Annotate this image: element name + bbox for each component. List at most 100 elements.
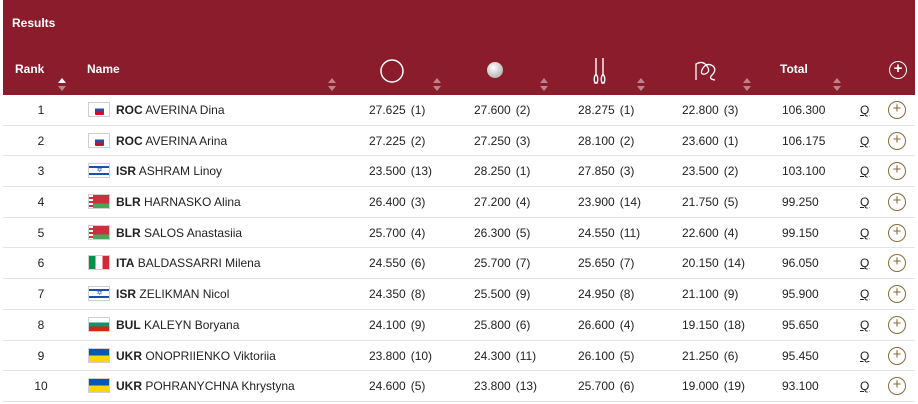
ribbon-icon[interactable] <box>693 58 719 84</box>
expand-row-icon[interactable]: + <box>888 193 906 212</box>
ball-points: 27.200 <box>474 195 511 210</box>
hoop-icon[interactable] <box>379 58 405 84</box>
ball-icon[interactable] <box>486 61 504 79</box>
rank-cell: 8 <box>37 317 45 332</box>
expand-row-icon[interactable]: + <box>888 377 906 396</box>
table-row[interactable]: 9 UKR ONOPRIIENKO Viktoriia 23.800 (10) 2… <box>3 341 915 372</box>
ribbon-rank: (4) <box>723 225 739 240</box>
clubs-icon[interactable] <box>591 56 609 86</box>
ball-points: 28.250 <box>474 164 511 179</box>
table-row[interactable]: 2 ROC AVERINA Arina 27.225 (2) 27.250 (3) … <box>3 126 915 157</box>
table-row[interactable]: 8 BUL KALEYN Boryana 24.100 (9) 25.800 (6)… <box>3 310 915 341</box>
results-header: Results Rank Name Total + <box>3 0 915 95</box>
sort-total-icon[interactable] <box>833 78 841 92</box>
athlete-full-name: ONOPRIIENKO Viktoriia <box>145 348 276 363</box>
table-row[interactable]: 5 BLR SALOS Anastasiia 25.700 (4) 26.300 (… <box>3 218 915 249</box>
expand-row-icon[interactable]: + <box>888 346 906 365</box>
noc-code: BLR <box>116 195 141 210</box>
ribbon-rank: (2) <box>723 164 739 179</box>
total-score: 95.650 <box>782 317 819 332</box>
ball-points: 27.600 <box>474 103 511 117</box>
athlete-full-name: SALOS Anastasiia <box>144 225 243 240</box>
athlete-name[interactable]: UKR POHRANYCHNA Khrystyna <box>116 379 295 393</box>
expand-row-icon[interactable]: + <box>888 223 906 242</box>
ball-points: 26.300 <box>474 225 511 240</box>
hoop-rank: (9) <box>410 317 426 332</box>
ribbon-points: 21.250 <box>682 348 719 363</box>
expand-row-icon[interactable]: + <box>888 131 906 150</box>
rank-cell: 1 <box>37 103 45 117</box>
ribbon-rank: (6) <box>723 348 739 363</box>
athlete-full-name: BALDASSARRI Milena <box>137 256 261 271</box>
athlete-name[interactable]: ISR ZELIKMAN Nicol <box>116 287 229 301</box>
clubs-score: 24.950 (8) <box>578 287 634 301</box>
ribbon-score: 22.600 (4) <box>682 226 738 240</box>
noc-code: BUL <box>116 317 141 332</box>
ribbon-rank: (14) <box>723 256 746 271</box>
hoop-rank: (5) <box>410 379 426 394</box>
table-row[interactable]: 3 ✡ ISR ASHRAM Linoy 23.500 (13) 28.250 (1… <box>3 156 915 188</box>
sort-ribbon-icon[interactable] <box>743 78 751 92</box>
athlete-name[interactable]: ROC AVERINA Arina <box>116 134 227 148</box>
column-header-total[interactable]: Total <box>780 62 808 76</box>
ball-score: 25.500 (9) <box>474 287 530 301</box>
ribbon-score: 20.150 (14) <box>682 256 745 270</box>
noc-code: ISR <box>116 287 137 302</box>
sort-hoop-icon[interactable] <box>433 78 441 92</box>
sort-clubs-icon[interactable] <box>637 78 645 92</box>
expand-row-icon[interactable]: + <box>888 162 906 181</box>
ball-score: 26.300 (5) <box>474 226 530 240</box>
clubs-score: 27.850 (3) <box>578 164 634 178</box>
sort-ball-icon[interactable] <box>540 78 548 92</box>
total-score: 99.250 <box>782 195 819 210</box>
clubs-score: 25.650 (7) <box>578 256 634 270</box>
athlete-name[interactable]: ITA BALDASSARRI Milena <box>116 256 261 270</box>
qualified-badge: Q <box>860 164 870 179</box>
athlete-full-name: ZELIKMAN Nicol <box>139 287 230 302</box>
column-header-name[interactable]: Name <box>87 62 120 76</box>
athlete-name[interactable]: BLR SALOS Anastasiia <box>116 226 242 240</box>
athlete-name[interactable]: BLR HARNASKO Alina <box>116 195 241 209</box>
sort-name-icon[interactable] <box>328 78 336 92</box>
flag-icon <box>88 255 110 271</box>
qualified-badge: Q <box>860 348 870 363</box>
athlete-name[interactable]: ROC AVERINA Dina <box>116 103 225 117</box>
noc-code: UKR <box>116 348 142 363</box>
column-header-rank[interactable]: Rank <box>15 62 45 76</box>
expand-row-icon[interactable]: + <box>888 254 906 273</box>
ribbon-rank: (3) <box>723 103 739 117</box>
flag-icon <box>88 224 110 240</box>
clubs-rank: (14) <box>619 195 642 210</box>
hoop-score: 23.800 (10) <box>369 349 432 363</box>
expand-row-icon[interactable]: + <box>888 315 906 334</box>
clubs-points: 25.650 <box>578 256 615 271</box>
clubs-points: 26.600 <box>578 317 615 332</box>
hoop-points: 24.550 <box>369 256 406 271</box>
ball-points: 25.800 <box>474 317 511 332</box>
hoop-rank: (6) <box>410 256 426 271</box>
athlete-full-name: ASHRAM Linoy <box>138 164 223 179</box>
table-row[interactable]: 10 UKR POHRANYCHNA Khrystyna 24.600 (5) 2… <box>3 371 915 402</box>
clubs-points: 28.275 <box>578 103 615 117</box>
athlete-name[interactable]: ISR ASHRAM Linoy <box>116 164 222 178</box>
sort-rank-icon[interactable] <box>58 78 66 92</box>
expand-row-icon[interactable]: + <box>888 101 906 119</box>
total-score: 95.450 <box>782 348 819 363</box>
table-row[interactable]: 4 BLR HARNASKO Alina 26.400 (3) 27.200 (4)… <box>3 187 915 218</box>
hoop-points: 25.700 <box>369 225 406 240</box>
ribbon-points: 19.150 <box>682 317 719 332</box>
ball-rank: (1) <box>515 164 531 179</box>
table-row[interactable]: 6 ITA BALDASSARRI Milena 24.550 (6) 25.70… <box>3 248 915 280</box>
table-row[interactable]: 7 ✡ ISR ZELIKMAN Nicol 24.350 (8) 25.500 (… <box>3 279 915 310</box>
athlete-name[interactable]: UKR ONOPRIIENKO Viktoriia <box>116 349 276 363</box>
hoop-rank: (1) <box>410 103 426 117</box>
expand-row-icon[interactable]: + <box>888 285 906 304</box>
athlete-name[interactable]: BUL KALEYN Boryana <box>116 318 239 332</box>
total-score: 103.100 <box>782 164 826 179</box>
table-row[interactable]: 1 ROC AVERINA Dina 27.625 (1) 27.600 (2) 2… <box>3 95 915 126</box>
ball-points: 23.800 <box>474 379 511 394</box>
clubs-rank: (2) <box>619 133 635 148</box>
expand-all-icon[interactable]: + <box>889 61 907 79</box>
qualified-badge: Q <box>860 103 870 117</box>
athlete-full-name: HARNASKO Alina <box>144 195 241 210</box>
